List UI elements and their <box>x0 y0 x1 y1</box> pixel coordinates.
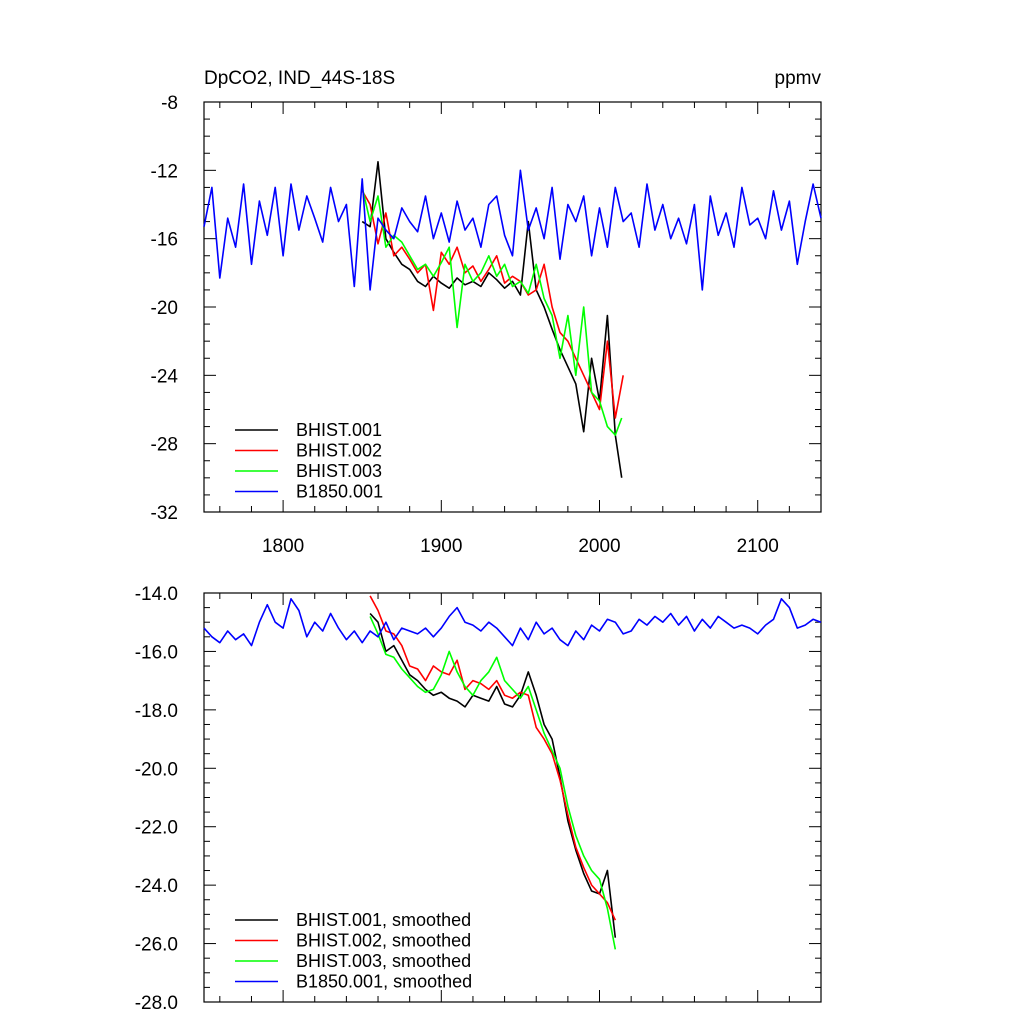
top-y-tick-label: -32 <box>151 503 178 524</box>
bottom-y-tick-label: -26.0 <box>135 935 178 956</box>
top-series-bhist-001 <box>361 161 623 478</box>
top-y-tick-label: -20 <box>151 298 178 319</box>
bottom-legend-label: B1850.001, smoothed <box>296 972 472 992</box>
top-series-b1850-001 <box>203 169 822 291</box>
top-series-bhist-002 <box>361 190 624 419</box>
top-panel: DpCO2, IND_44S-18S ppmv -8 -12 -16 -20 -24 -2… <box>151 68 822 557</box>
top-x-tick-label: 1800 <box>262 536 304 557</box>
bottom-series-bhist-002-smoothed <box>369 595 617 921</box>
bottom-legend-label: BHIST.002, smoothed <box>296 931 471 951</box>
top-series-bhist-003 <box>361 187 623 436</box>
chart-title: DpCO2, IND_44S-18S <box>204 68 395 89</box>
top-x-tick-label: 2100 <box>737 536 779 557</box>
top-x-tick-label: 2000 <box>578 536 620 557</box>
units-label: ppmv <box>775 68 822 89</box>
top-y-tick-label: -8 <box>161 93 178 114</box>
bottom-y-tick-label: -22.0 <box>135 818 178 839</box>
bottom-series-b1850-001-smoothed <box>203 597 822 647</box>
bottom-y-tick-label: -20.0 <box>135 759 178 780</box>
top-y-tick-label: -16 <box>151 230 178 251</box>
top-y-tick-label: -28 <box>151 435 178 456</box>
bottom-y-tick-label: -18.0 <box>135 701 178 722</box>
bottom-legend-label: BHIST.001, smoothed <box>296 910 471 930</box>
bottom-panel: -14.0 -16.0 -18.0 -20.0 -22.0 -24.0 -26.0 -28.0… <box>135 584 822 1014</box>
top-legend-label: BHIST.002 <box>296 441 382 461</box>
top-legend-label: BHIST.003 <box>296 461 382 481</box>
bottom-series <box>203 595 822 950</box>
bottom-ticks: -14.0 -16.0 -18.0 -20.0 -22.0 -24.0 -26.0 -28.0 <box>135 584 822 1014</box>
bottom-y-tick-label: -24.0 <box>135 876 178 897</box>
top-y-tick-label: -12 <box>151 161 178 182</box>
top-ticks: -8 -12 -16 -20 -24 -28 -32 1800 1900 2000 2100 <box>151 93 822 557</box>
top-x-tick-label: 1900 <box>420 536 462 557</box>
bottom-legend-label: BHIST.003, smoothed <box>296 951 471 971</box>
top-series <box>203 161 822 478</box>
bottom-series-bhist-001-smoothed <box>369 612 617 938</box>
top-legend-label: B1850.001 <box>296 482 383 502</box>
top-legend-label: BHIST.001 <box>296 420 382 440</box>
bottom-y-tick-label: -14.0 <box>135 584 178 605</box>
bottom-y-tick-label: -28.0 <box>135 993 178 1014</box>
bottom-y-tick-label: -16.0 <box>135 642 178 663</box>
top-y-tick-label: -24 <box>151 366 179 387</box>
bottom-series-bhist-003-smoothed <box>369 616 617 950</box>
